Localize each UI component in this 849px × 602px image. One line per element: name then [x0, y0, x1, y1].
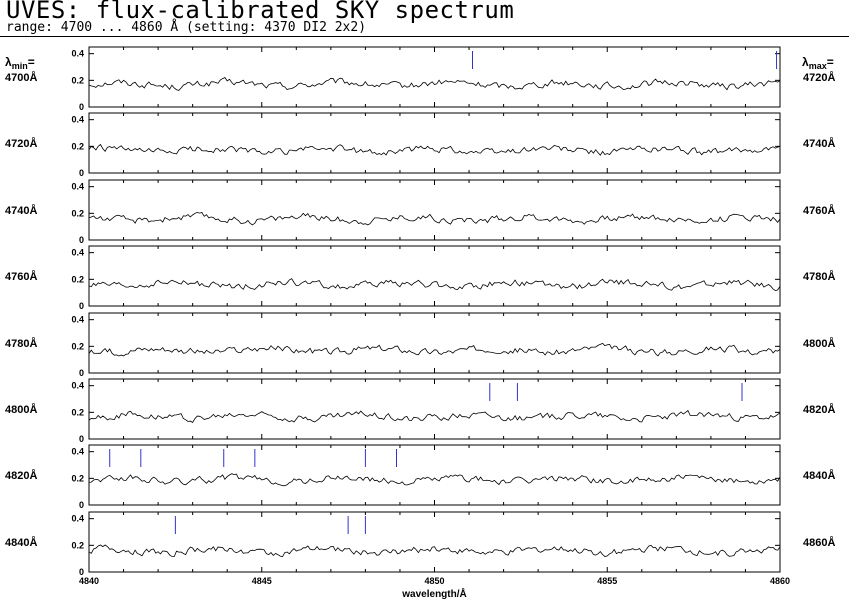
panel-max-label: 4740Å: [803, 137, 835, 150]
spectrum-line: [88, 473, 781, 487]
y-tick-label: 0.2: [71, 141, 84, 151]
y-tick-label: 0: [79, 235, 84, 245]
panel-frame: [88, 444, 781, 506]
x-tick-label: 4855: [597, 576, 617, 586]
spectrum-line: [88, 409, 781, 423]
panel-frame: [88, 245, 781, 307]
panel-min-label: 4700Å: [5, 71, 37, 84]
title-divider: [0, 36, 849, 37]
panel-max-label: 4780Å: [803, 270, 835, 283]
y-tick-label: 0: [79, 567, 84, 577]
spectrum-line: [88, 278, 781, 292]
panel-min-label: 4840Å: [5, 536, 37, 549]
y-tick-label: 0: [79, 434, 84, 444]
y-tick-label: 0: [79, 168, 84, 178]
panel-max-label: 4840Å: [803, 469, 835, 482]
lambda-min-label: λmin=: [5, 55, 35, 71]
panel-max-label: 4720Å: [803, 71, 835, 84]
lambda-max-label: λmax=: [802, 55, 834, 71]
panel-min-label: 4720Å: [5, 137, 37, 150]
panel-min-label: 4800Å: [5, 403, 37, 416]
y-tick-label: 0.4: [71, 182, 84, 192]
chart-subtitle: range: 4700 ... 4860 Å (setting: 4370 DI…: [6, 20, 367, 35]
panel-frame: [88, 511, 781, 573]
panel-frame: [88, 312, 781, 374]
y-tick-label: 0.2: [71, 341, 84, 351]
y-tick-label: 0: [79, 301, 84, 311]
spectrum-line: [88, 342, 781, 357]
y-tick-label: 0.2: [71, 407, 84, 417]
y-tick-label: 0.4: [71, 115, 84, 125]
y-tick-label: 0: [79, 102, 84, 112]
x-tick-label: 4850: [424, 576, 444, 586]
panel-min-label: 4740Å: [5, 204, 37, 217]
spectrum-line: [88, 211, 781, 226]
spectrum-line: [88, 143, 781, 156]
panel-max-label: 4760Å: [803, 204, 835, 217]
panel-min-label: 4820Å: [5, 469, 37, 482]
y-tick-label: 0.2: [71, 274, 84, 284]
y-tick-label: 0: [79, 500, 84, 510]
panel-frame: [88, 46, 781, 108]
y-tick-label: 0.4: [71, 381, 84, 391]
panel-max-label: 4860Å: [803, 536, 835, 549]
y-tick-label: 0.4: [71, 514, 84, 524]
y-tick-label: 0.2: [71, 473, 84, 483]
panel-frame: [88, 179, 781, 241]
x-tick-label: 4840: [79, 576, 99, 586]
x-tick-label: 4860: [770, 576, 790, 586]
spectrum-line: [88, 544, 781, 558]
spectrum-line: [88, 76, 781, 91]
panel-min-label: 4760Å: [5, 270, 37, 283]
x-tick-label: 4845: [252, 576, 272, 586]
panel-frame: [88, 378, 781, 440]
x-axis-label: wavelength/Å: [401, 587, 466, 600]
panel-min-label: 4780Å: [5, 337, 37, 350]
y-tick-label: 0.2: [71, 75, 84, 85]
y-tick-label: 0.2: [71, 540, 84, 550]
y-tick-label: 0: [79, 368, 84, 378]
y-tick-label: 0.4: [71, 315, 84, 325]
panel-max-label: 4820Å: [803, 403, 835, 416]
panel-frame: [88, 112, 781, 174]
y-tick-label: 0.4: [71, 447, 84, 457]
y-tick-label: 0.4: [71, 248, 84, 258]
chart-title: UVES: flux-calibrated SKY spectrum: [6, 0, 515, 24]
panel-max-label: 4800Å: [803, 337, 835, 350]
y-tick-label: 0.2: [71, 208, 84, 218]
y-tick-label: 0.4: [71, 49, 84, 59]
